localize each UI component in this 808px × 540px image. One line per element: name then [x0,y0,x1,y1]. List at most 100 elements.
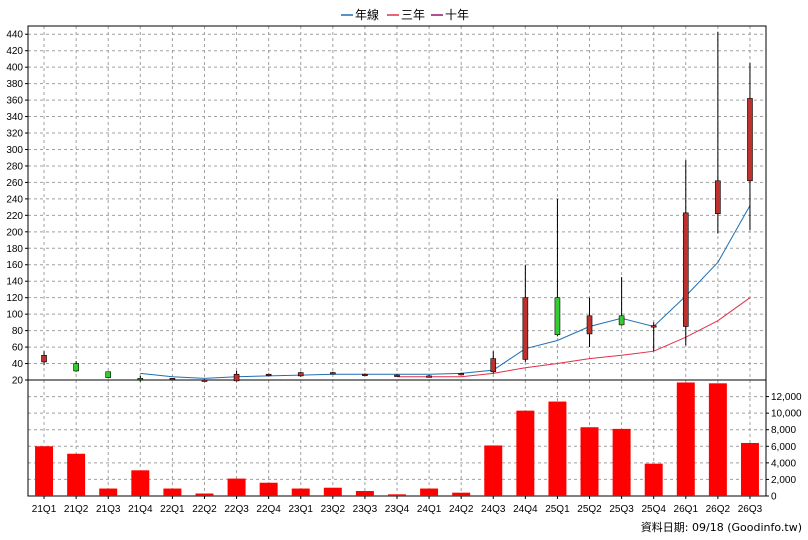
candle-body [169,378,176,381]
candle-21Q4 [137,375,144,382]
ma-line-三年 [397,297,751,378]
x-tick-label-21Q1: 21Q1 [32,504,57,515]
x-tick-label-23Q4: 23Q4 [385,504,410,515]
x-tick-label-24Q3: 24Q3 [481,504,506,515]
candle-body [586,315,593,335]
volume-bar-26Q2 [708,383,727,496]
candle-body [233,373,240,382]
price-tick-label: 40 [12,359,24,370]
volume-bar-23Q3 [355,491,374,496]
candle-body [458,373,464,376]
x-tick-label-21Q3: 21Q3 [96,504,121,515]
candle-26Q3 [747,63,753,231]
volume-tick-label: 6,000 [771,442,796,453]
volume-bars [35,382,759,496]
legend-label-3yr: 三年 [401,8,425,22]
x-tick-label-25Q1: 25Q1 [545,504,570,515]
volume-bar-26Q3 [740,442,759,496]
volume-bar-25Q4 [644,463,663,496]
price-tick-label: 280 [6,161,23,172]
candle-25Q4 [650,322,657,352]
price-tick-label: 240 [6,194,23,205]
volume-bar-21Q1 [35,446,54,496]
volume-bar-23Q2 [323,487,342,496]
candle-body [618,315,625,326]
volume-bar-21Q2 [67,453,86,496]
price-tick-label: 220 [6,211,23,222]
candle-body [105,371,112,378]
candle-21Q3 [105,371,112,379]
candle-body [554,297,561,336]
price-tick-label: 200 [6,227,23,238]
candle-22Q1 [169,378,176,381]
price-tick-label: 420 [6,46,23,57]
candle-body [682,212,689,327]
candle-body [650,325,657,328]
volume-bar-24Q4 [516,410,535,496]
price-tick-label: 320 [6,129,23,140]
x-tick-label-23Q2: 23Q2 [321,504,346,515]
candle-body [201,379,208,382]
x-tick-label-24Q1: 24Q1 [417,504,442,515]
candle-body [265,373,272,377]
x-tick-label-23Q3: 23Q3 [353,504,378,515]
candle-21Q1 [41,351,47,366]
price-tick-label: 360 [6,96,23,107]
candle-22Q4 [265,373,272,377]
moving-average-lines [140,205,751,379]
candle-body [715,180,721,215]
candle-25Q2 [586,297,593,348]
volume-bar-26Q1 [676,382,695,496]
volume-axis: 0 2,000 4,000 6,000 8,000 10,000 12,000 [766,392,802,503]
candle-24Q4 [522,264,529,362]
candle-body [297,372,304,377]
candle-24Q1 [426,375,432,378]
candle-body [490,358,497,373]
x-tick-label-24Q2: 24Q2 [449,504,474,515]
volume-bar-25Q1 [548,401,567,496]
volume-tick-label: 12,000 [771,392,802,403]
volume-bar-22Q4 [259,482,278,496]
x-tick-label-22Q1: 22Q1 [160,504,185,515]
volume-tick-label: 0 [771,492,777,503]
candle-23Q1 [297,371,304,377]
volume-bar-24Q1 [420,488,439,496]
price-tick-label: 20 [12,376,24,387]
candle-body [362,373,368,377]
candle-25Q1 [554,198,561,337]
price-tick-label: 100 [6,310,23,321]
price-tick-label: 180 [6,244,23,255]
price-tick-label: 300 [6,145,23,156]
volume-tick-label: 10,000 [771,409,802,420]
x-tick-label-22Q4: 22Q4 [256,504,281,515]
legend-label-year: 年線 [355,7,379,22]
source-label: 資料日期: 09/18 (Goodinfo.tw) [641,520,802,534]
volume-bar-21Q3 [99,488,118,496]
x-tick-label-26Q2: 26Q2 [706,504,731,515]
x-tick-label-21Q2: 21Q2 [64,504,89,515]
price-axis: 20 40 60 80 100 120 140 160 180 200 220 240 260 280 30… [6,30,28,387]
volume-bar-22Q1 [163,488,182,496]
x-tick-label-25Q3: 25Q3 [609,504,634,515]
x-tick-label-26Q3: 26Q3 [738,504,763,515]
x-tick-label-21Q4: 21Q4 [128,504,153,515]
volume-bar-25Q3 [612,428,631,496]
volume-bar-25Q2 [580,427,599,496]
ma-line-年線 [140,205,751,379]
candle-21Q2 [73,361,79,372]
candlesticks [41,31,753,382]
volume-bar-23Q4 [388,494,406,496]
x-tick-label-25Q4: 25Q4 [641,504,666,515]
volume-bar-24Q2 [452,492,471,496]
candle-24Q3 [490,351,497,374]
x-tick-label-22Q3: 22Q3 [224,504,249,515]
candle-26Q2 [715,31,721,234]
candle-body [330,372,336,375]
x-tick-label-23Q1: 23Q1 [289,504,314,515]
price-tick-label: 400 [6,63,23,74]
legend-label-10yr: 十年 [445,8,469,22]
legend: 年線 三年 十年 [341,7,469,22]
price-tick-label: 260 [6,178,23,189]
volume-tick-label: 2,000 [771,475,796,486]
